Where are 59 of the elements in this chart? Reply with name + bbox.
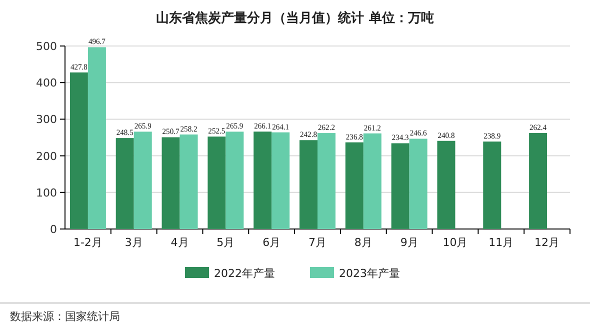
x-tick-label: 10月 [442, 236, 468, 249]
bar [162, 137, 180, 229]
y-tick-label: 500 [36, 40, 57, 53]
bar [345, 142, 364, 229]
x-tick-label: 8月 [354, 236, 372, 249]
bar [226, 132, 244, 229]
bar [391, 143, 410, 229]
bar [70, 72, 88, 229]
y-tick-label: 100 [36, 186, 57, 200]
data-label: 258.2 [180, 124, 198, 134]
data-label: 238.9 [484, 132, 502, 141]
data-label: 265.9 [226, 122, 244, 131]
data-label: 236.8 [346, 132, 364, 142]
y-tick-label: 0 [50, 223, 57, 236]
data-label: 262.4 [530, 122, 548, 132]
data-label: 266.1 [254, 122, 272, 131]
bar [363, 133, 382, 229]
bar [180, 134, 198, 229]
bar [318, 133, 336, 229]
bar [272, 132, 290, 229]
chart-title: 山东省焦炭产量分月（当月值）统计 单位：万吨 [156, 10, 434, 26]
bar [208, 136, 226, 229]
data-label: 242.8 [300, 130, 318, 140]
bar [483, 142, 502, 229]
bar [116, 138, 134, 229]
data-label: 262.2 [318, 123, 336, 132]
data-label: 427.8 [70, 62, 88, 72]
bar [300, 140, 318, 229]
bar [529, 132, 548, 229]
bar [88, 47, 106, 229]
y-tick-label: 300 [36, 113, 57, 126]
bar [437, 140, 456, 229]
legend-label: 2022年产量 [214, 267, 275, 280]
data-label: 240.8 [438, 130, 456, 140]
data-label: 261.2 [364, 123, 382, 132]
x-tick-label: 11月 [488, 236, 514, 249]
data-label: 496.7 [88, 37, 106, 46]
x-tick-label: 5月 [216, 236, 235, 249]
data-label: 246.6 [410, 128, 428, 138]
data-label: 264.1 [272, 122, 290, 132]
x-tick-label: 1-2月 [73, 236, 102, 249]
data-label: 248.5 [116, 128, 134, 138]
bar [254, 132, 272, 229]
y-tick-label: 400 [36, 76, 57, 90]
x-tick-label: 3月 [124, 236, 143, 249]
data-label: 250.7 [162, 127, 180, 136]
x-tick-label: 4月 [170, 236, 189, 249]
legend-label: 2023年产量 [339, 267, 400, 280]
x-tick-label: 6月 [262, 236, 281, 249]
data-label: 234.3 [392, 133, 410, 142]
source-note: 数据来源：国家统计局 [10, 310, 120, 323]
x-tick-label: 7月 [308, 236, 326, 249]
x-tick-label: 12月 [534, 236, 560, 249]
data-label: 252.5 [208, 126, 226, 136]
x-tick-label: 9月 [400, 236, 418, 249]
bar [409, 138, 428, 229]
y-tick-label: 200 [36, 150, 57, 163]
data-label: 265.9 [134, 122, 152, 131]
bar [134, 132, 152, 229]
